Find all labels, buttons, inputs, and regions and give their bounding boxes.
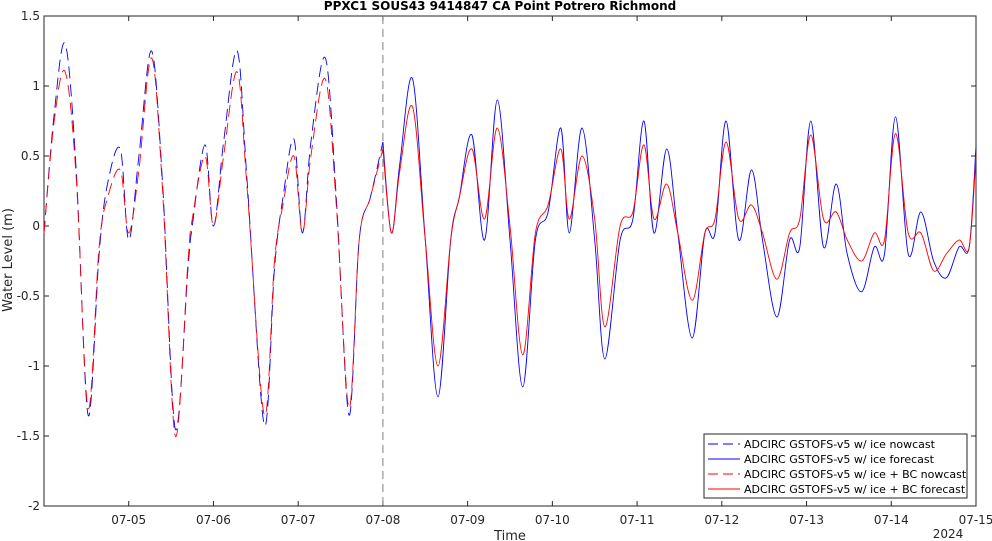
x-tick-label: 07-08 bbox=[365, 513, 400, 527]
series-line-1 bbox=[382, 77, 977, 398]
x-axis: 07-05 07-06 07-07 07-08 07-09 07-10 07-11 07-12… bbox=[111, 16, 992, 527]
y-axis-title: Water Level (m) bbox=[1, 208, 16, 312]
series-layer bbox=[43, 16, 977, 506]
x-tick-label: 07-14 bbox=[874, 513, 909, 527]
y-tick-label: -0.5 bbox=[17, 289, 40, 303]
x-tick-label: 07-05 bbox=[111, 513, 146, 527]
x-tick-label: 07-06 bbox=[196, 513, 231, 527]
legend-entry: ADCIRC GSTOFS-v5 w/ ice + BC nowcast bbox=[744, 468, 967, 481]
y-tick-label: -2 bbox=[28, 499, 40, 513]
plot-area bbox=[43, 15, 977, 507]
chart-title: PPXC1 SOUS43 9414847 CA Point Potrero Ri… bbox=[324, 0, 676, 13]
x-tick-label: 07-07 bbox=[281, 513, 316, 527]
y-tick-label: -1 bbox=[28, 359, 40, 373]
legend-entry: ADCIRC GSTOFS-v5 w/ ice nowcast bbox=[744, 438, 936, 451]
legend: ADCIRC GSTOFS-v5 w/ ice nowcast ADCIRC GS… bbox=[703, 433, 968, 499]
x-tick-label: 07-11 bbox=[620, 513, 655, 527]
x-tick-label: 07-15 bbox=[959, 513, 992, 527]
series-line-2 bbox=[43, 57, 384, 437]
y-tick-label: 0.5 bbox=[21, 149, 40, 163]
y-tick-label: 1.5 bbox=[21, 9, 40, 23]
x-axis-title: Time bbox=[493, 529, 526, 541]
x-axis-year-label: 2024 bbox=[933, 527, 964, 541]
y-tick-label: 1 bbox=[32, 79, 40, 93]
series-line-0 bbox=[43, 42, 384, 431]
legend-box bbox=[703, 433, 968, 499]
axes-box bbox=[43, 15, 977, 507]
x-tick-label: 07-13 bbox=[789, 513, 824, 527]
legend-entry: ADCIRC GSTOFS-v5 w/ ice forecast bbox=[744, 453, 935, 466]
x-tick-label: 07-09 bbox=[450, 513, 485, 527]
x-tick-label: 07-10 bbox=[535, 513, 570, 527]
series-line-3 bbox=[382, 104, 977, 367]
y-tick-label: 0 bbox=[32, 219, 40, 233]
y-tick-label: -1.5 bbox=[17, 429, 40, 443]
x-tick-label: 07-12 bbox=[704, 513, 739, 527]
legend-entry: ADCIRC GSTOFS-v5 w/ ice + BC forecast bbox=[744, 483, 966, 496]
y-axis: -2 -1.5 -1 -0.5 0 0.5 1 1.5 bbox=[17, 9, 976, 513]
